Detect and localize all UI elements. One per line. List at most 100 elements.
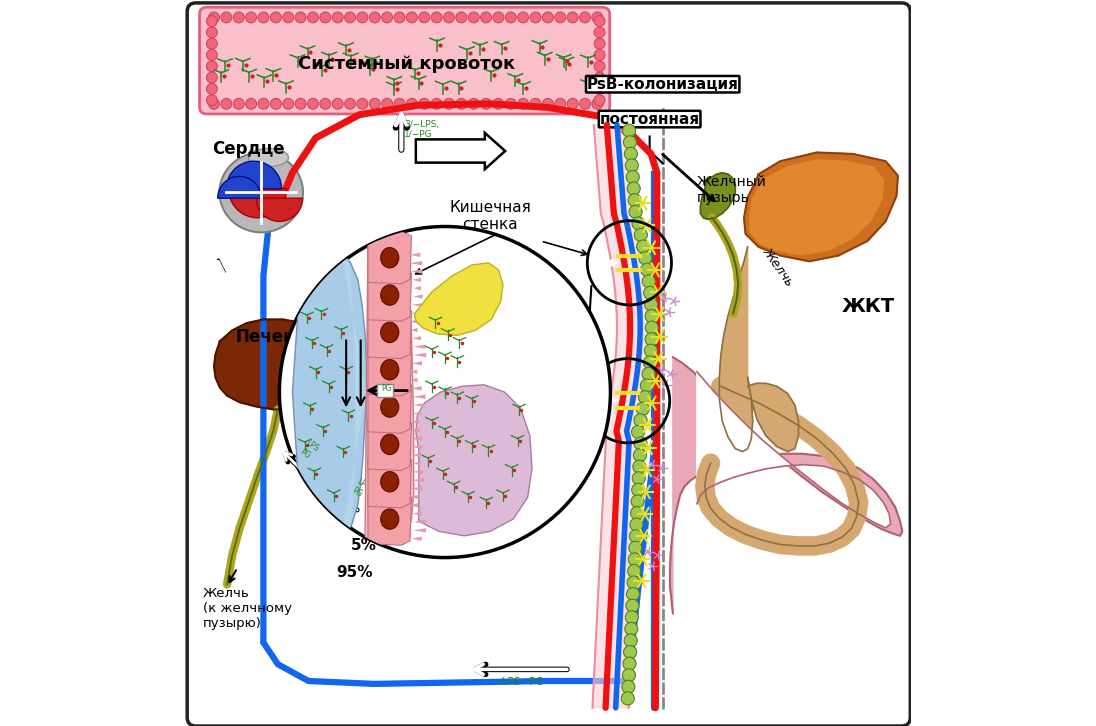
Ellipse shape xyxy=(380,322,399,343)
Circle shape xyxy=(206,38,217,49)
Circle shape xyxy=(283,98,294,110)
Circle shape xyxy=(279,227,610,558)
Circle shape xyxy=(543,12,553,23)
Circle shape xyxy=(592,12,603,23)
Text: Печень: Печень xyxy=(236,327,306,346)
Circle shape xyxy=(623,657,636,670)
Circle shape xyxy=(632,460,646,473)
Circle shape xyxy=(258,98,269,110)
Circle shape xyxy=(431,12,442,23)
Circle shape xyxy=(283,12,294,23)
Circle shape xyxy=(221,12,232,23)
Ellipse shape xyxy=(249,148,288,167)
Circle shape xyxy=(517,98,528,110)
Polygon shape xyxy=(410,261,422,266)
Polygon shape xyxy=(413,520,425,524)
Circle shape xyxy=(626,611,638,624)
Polygon shape xyxy=(368,343,411,396)
Circle shape xyxy=(206,49,217,60)
Polygon shape xyxy=(412,303,424,307)
Polygon shape xyxy=(750,160,883,255)
Circle shape xyxy=(344,98,355,110)
Circle shape xyxy=(621,692,635,705)
Circle shape xyxy=(627,587,640,600)
Polygon shape xyxy=(293,241,366,552)
FancyBboxPatch shape xyxy=(187,3,911,726)
Text: Системный кровоток: Системный кровоток xyxy=(298,55,515,73)
Polygon shape xyxy=(410,311,422,315)
Polygon shape xyxy=(410,436,422,441)
Circle shape xyxy=(444,98,455,110)
Circle shape xyxy=(206,61,217,72)
Circle shape xyxy=(206,83,217,94)
Circle shape xyxy=(206,94,217,106)
Circle shape xyxy=(630,518,643,531)
Ellipse shape xyxy=(219,152,302,232)
Circle shape xyxy=(628,194,641,207)
Polygon shape xyxy=(413,411,421,415)
Circle shape xyxy=(594,94,605,106)
Polygon shape xyxy=(413,403,425,407)
Wedge shape xyxy=(227,161,282,198)
Circle shape xyxy=(444,12,455,23)
Circle shape xyxy=(646,333,658,346)
Polygon shape xyxy=(415,385,532,536)
Ellipse shape xyxy=(380,397,399,417)
Circle shape xyxy=(633,437,647,450)
Wedge shape xyxy=(256,198,302,221)
Ellipse shape xyxy=(380,248,399,268)
Polygon shape xyxy=(410,370,418,374)
Circle shape xyxy=(638,391,651,404)
Polygon shape xyxy=(413,353,426,357)
Circle shape xyxy=(624,136,637,149)
Circle shape xyxy=(456,12,467,23)
Text: Сердце: Сердце xyxy=(213,140,285,158)
Wedge shape xyxy=(230,189,287,218)
Text: LPS
PG: LPS PG xyxy=(298,439,320,462)
Circle shape xyxy=(580,12,591,23)
Ellipse shape xyxy=(380,509,399,529)
Circle shape xyxy=(206,15,217,26)
Circle shape xyxy=(295,98,306,110)
Text: 95%: 95% xyxy=(336,565,373,579)
Circle shape xyxy=(644,344,658,357)
Circle shape xyxy=(646,309,659,322)
Circle shape xyxy=(594,72,605,83)
Circle shape xyxy=(626,159,638,172)
Circle shape xyxy=(630,507,643,520)
Circle shape xyxy=(419,98,430,110)
Circle shape xyxy=(632,472,646,485)
Circle shape xyxy=(456,98,467,110)
Circle shape xyxy=(568,12,578,23)
Circle shape xyxy=(633,414,647,427)
Polygon shape xyxy=(410,495,419,499)
Polygon shape xyxy=(410,269,422,274)
Circle shape xyxy=(493,12,504,23)
Circle shape xyxy=(543,98,553,110)
Wedge shape xyxy=(218,176,261,198)
Bar xyxy=(377,384,393,397)
Polygon shape xyxy=(341,250,366,537)
Circle shape xyxy=(258,12,269,23)
Circle shape xyxy=(635,229,648,242)
Circle shape xyxy=(481,98,491,110)
Polygon shape xyxy=(412,362,422,366)
Polygon shape xyxy=(411,503,418,507)
Polygon shape xyxy=(412,478,424,482)
Polygon shape xyxy=(413,295,423,299)
Circle shape xyxy=(631,495,644,508)
Circle shape xyxy=(644,298,658,311)
Polygon shape xyxy=(410,486,422,491)
Polygon shape xyxy=(412,394,425,399)
Polygon shape xyxy=(413,345,425,349)
Circle shape xyxy=(505,12,516,23)
Polygon shape xyxy=(368,232,411,284)
Circle shape xyxy=(637,402,649,415)
Circle shape xyxy=(568,98,578,110)
Circle shape xyxy=(246,12,256,23)
Polygon shape xyxy=(413,286,421,290)
Circle shape xyxy=(357,98,368,110)
Circle shape xyxy=(308,12,319,23)
Circle shape xyxy=(621,680,635,693)
Circle shape xyxy=(594,27,605,38)
